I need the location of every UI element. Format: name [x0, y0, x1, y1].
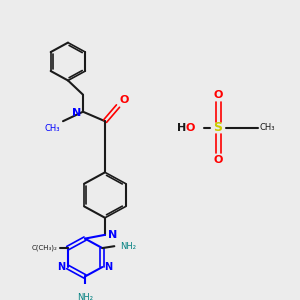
Text: N: N — [104, 262, 112, 272]
Text: O: O — [213, 90, 223, 100]
Text: N: N — [108, 230, 117, 240]
Text: S: S — [214, 121, 223, 134]
Text: NH₂: NH₂ — [120, 242, 136, 251]
Text: O: O — [186, 123, 195, 133]
Text: O: O — [213, 155, 223, 165]
Text: O: O — [120, 95, 129, 105]
Text: N: N — [72, 108, 81, 118]
Text: N: N — [58, 262, 66, 272]
Text: C(CH₃)₂: C(CH₃)₂ — [32, 245, 58, 251]
Text: NH₂: NH₂ — [77, 292, 93, 300]
Text: H: H — [177, 123, 186, 133]
Text: CH₃: CH₃ — [260, 123, 275, 132]
Text: CH₃: CH₃ — [44, 124, 60, 133]
